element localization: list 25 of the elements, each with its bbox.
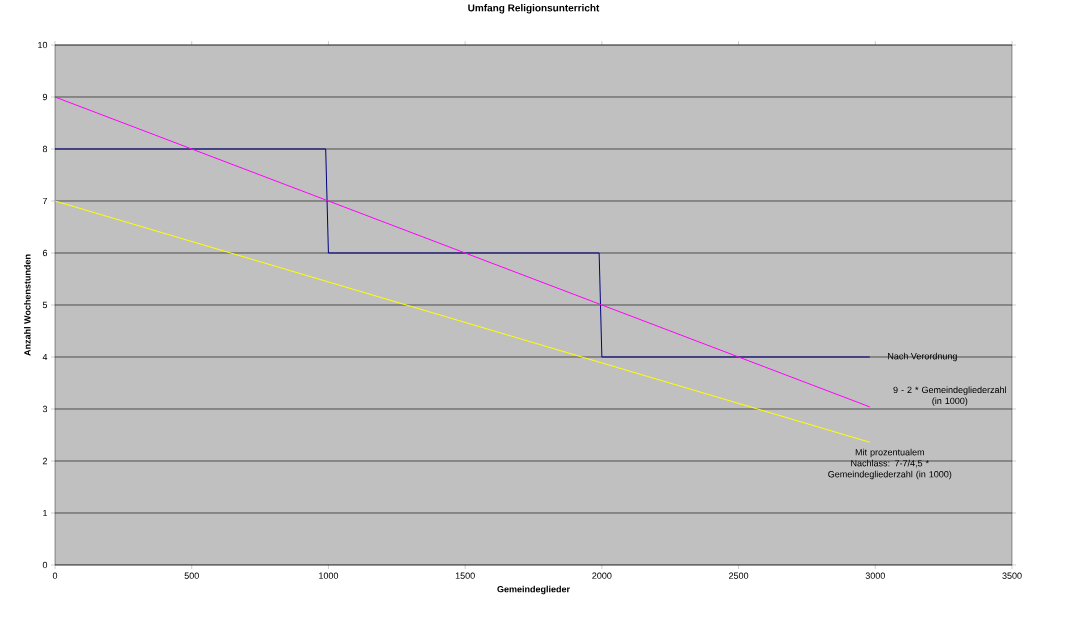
- x-tick-label: 500: [184, 572, 199, 579]
- x-tick-label: 1000: [319, 572, 339, 579]
- y-tick-label: 10: [38, 41, 48, 49]
- x-tick-label: 0: [52, 572, 58, 579]
- text: 9 - 2 * Gemeindegliederzahl (in 1000): [893, 386, 1006, 406]
- y-tick-label: 6: [42, 249, 48, 257]
- y-axis-title: Anzahl Wochenstunden: [23, 254, 31, 356]
- y-tick-label: 7: [42, 197, 48, 205]
- x-tick-label: 3000: [865, 572, 885, 579]
- y-tick-label: 1: [43, 509, 48, 517]
- y-tick-label: 0: [42, 561, 48, 569]
- text: Mit prozentualem Nachlass: 7-7/4,5 * Gemeindegliederzahl (in 1000): [828, 448, 952, 480]
- y-tick-label: 3: [42, 405, 48, 413]
- text: Nach Verordnung: [888, 352, 957, 362]
- y-tick-label: 4: [42, 353, 48, 361]
- x-tick-label: 2500: [729, 572, 749, 579]
- x-axis-title: Gemeindeglieder: [497, 585, 570, 595]
- chart-title: Umfang Religionsunterricht: [468, 4, 600, 14]
- x-tick-label: 3500: [1002, 572, 1022, 579]
- y-tick-label: 8: [42, 145, 48, 153]
- x-tick-label: 2000: [592, 572, 612, 579]
- x-tick-label: 1500: [455, 572, 475, 579]
- y-tick-label: 5: [42, 301, 48, 309]
- y-tick-label: 2: [42, 457, 48, 465]
- y-tick-label: 9: [42, 93, 48, 101]
